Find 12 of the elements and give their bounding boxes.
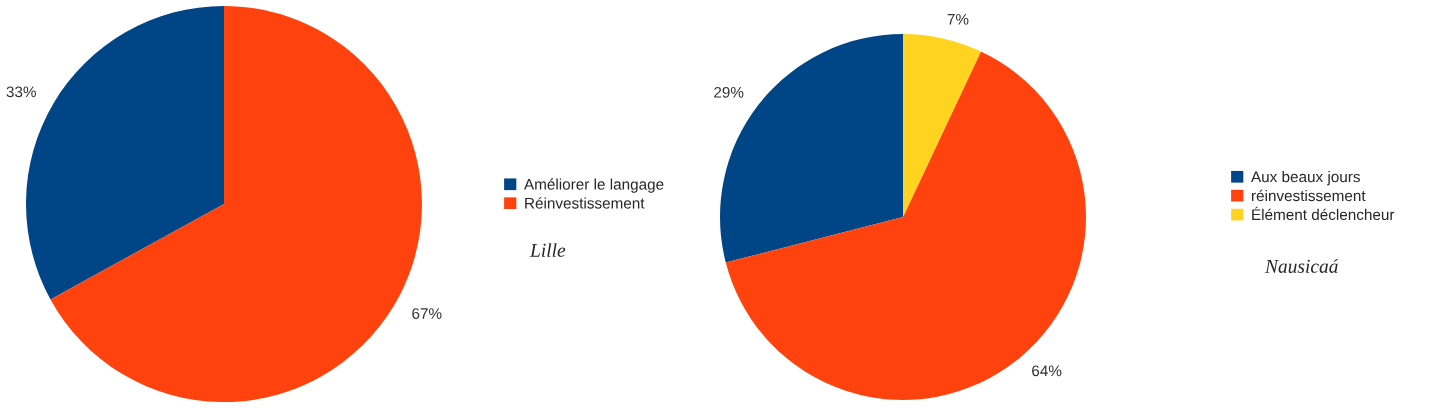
data-label: 7%	[947, 13, 969, 25]
text: Nausicaá	[1264, 259, 1339, 273]
legend-label: Réinvestissement	[525, 197, 645, 209]
legend-label: réinvestissement	[1251, 189, 1366, 202]
text: Lille	[529, 243, 566, 257]
data-label: 67%	[412, 308, 442, 319]
data-label: 64%	[1032, 365, 1062, 377]
data-label: 33%	[6, 86, 36, 98]
legend-label: Améliorer le langage	[524, 178, 664, 193]
data-label: 29%	[714, 86, 744, 98]
legend-label: Aux beaux jours	[1251, 171, 1360, 186]
legend-label: Élément déclencheur	[1252, 206, 1395, 221]
